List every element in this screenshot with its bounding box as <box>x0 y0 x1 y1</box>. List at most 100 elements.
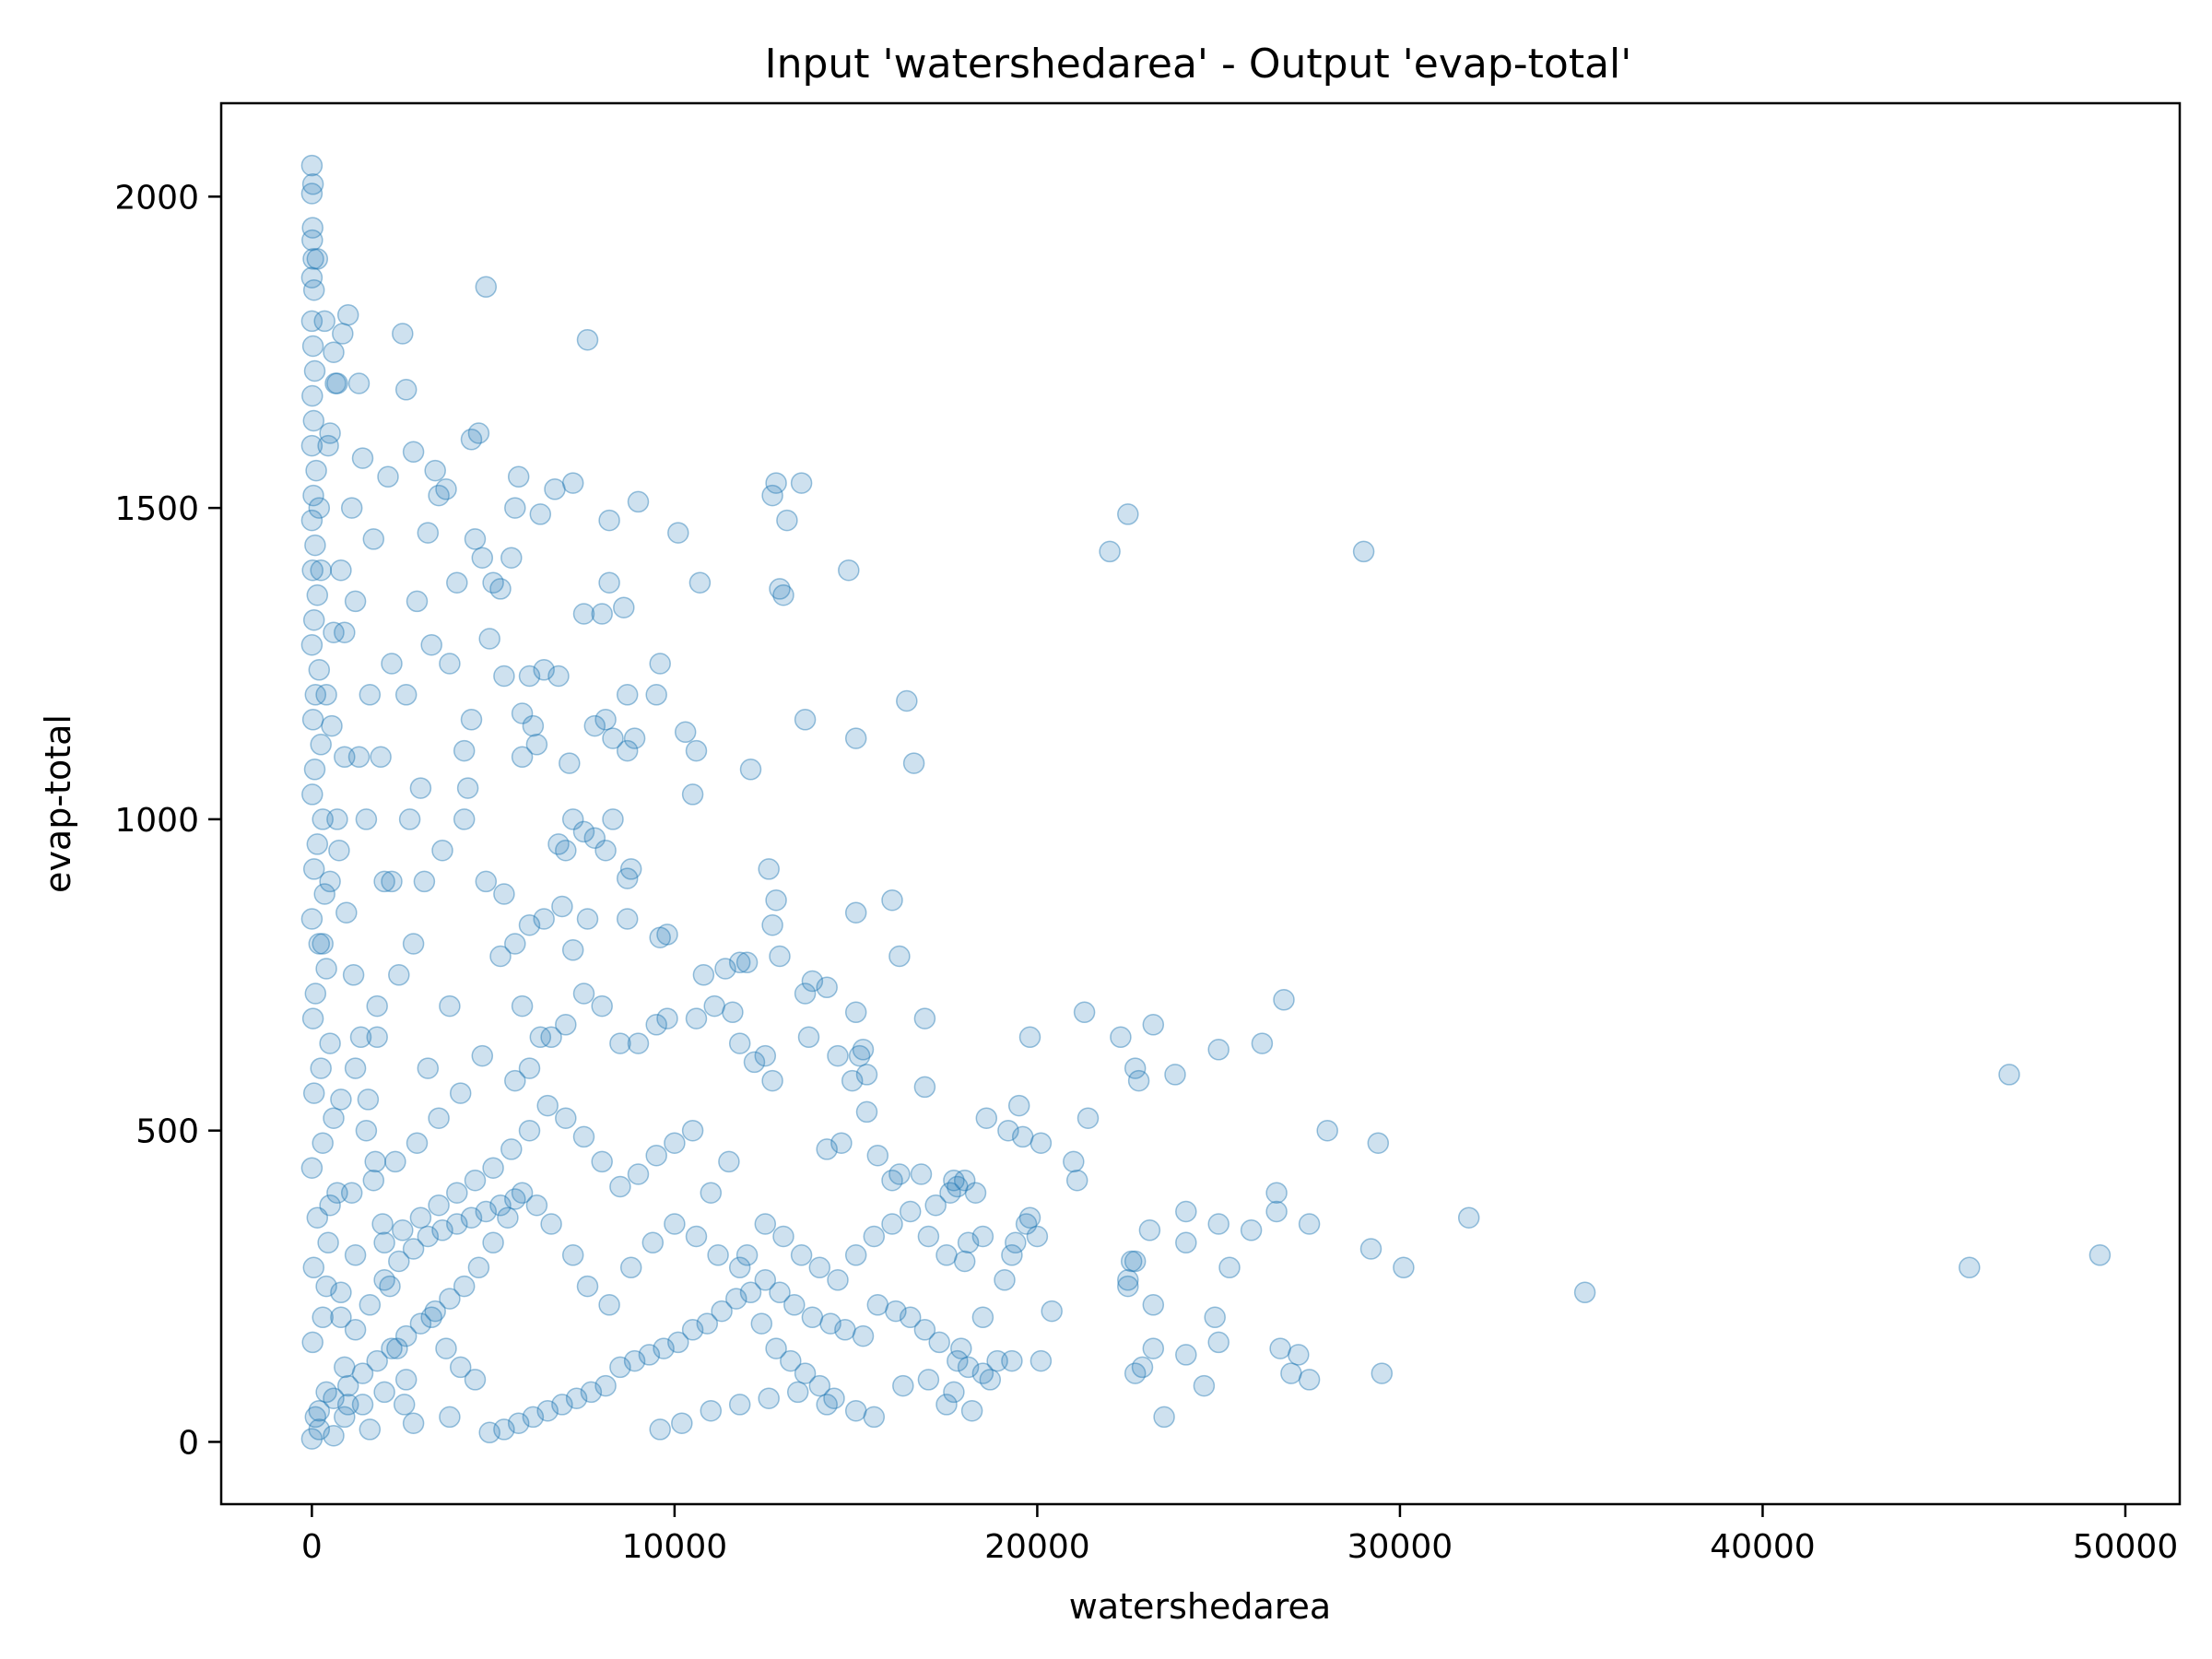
data-point <box>935 1244 958 1266</box>
data-point <box>302 858 325 880</box>
data-point <box>964 1182 987 1204</box>
data-point <box>801 1306 824 1329</box>
data-point <box>703 994 725 1018</box>
data-point <box>1175 1344 1197 1366</box>
data-point <box>467 422 490 444</box>
data-point <box>402 933 425 955</box>
data-point <box>1124 1057 1147 1079</box>
data-point <box>301 559 324 582</box>
data-point <box>780 1349 802 1372</box>
data-point <box>511 994 534 1018</box>
data-point <box>1298 1369 1321 1391</box>
data-point <box>551 1394 573 1416</box>
data-point <box>598 509 620 532</box>
data-point <box>1251 1032 1274 1054</box>
data-point <box>1265 1200 1288 1223</box>
data-point <box>899 1306 922 1329</box>
data-point <box>334 746 356 769</box>
data-point <box>306 1206 329 1229</box>
data-point <box>598 1294 620 1316</box>
chart-title: Input 'watershedarea' - Output 'evap-tot… <box>765 41 1632 88</box>
data-point <box>300 182 324 205</box>
data-point <box>598 571 620 594</box>
data-point <box>1142 1014 1165 1036</box>
data-point <box>497 1206 519 1229</box>
data-point <box>700 1182 723 1204</box>
data-point <box>449 1356 472 1379</box>
x-tick-label: 20000 <box>984 1528 1090 1566</box>
data-point <box>306 583 329 606</box>
data-point <box>453 808 476 830</box>
data-point <box>313 883 335 905</box>
data-point <box>435 1337 457 1359</box>
data-point <box>939 1182 961 1204</box>
data-point <box>761 484 783 507</box>
data-point <box>340 497 363 519</box>
data-point <box>594 1374 617 1397</box>
data-point <box>576 908 599 930</box>
data-point <box>664 1213 686 1235</box>
data-point <box>344 1244 367 1266</box>
data-point <box>1218 1256 1241 1279</box>
data-point <box>728 1394 751 1416</box>
data-point <box>489 578 512 600</box>
data-point <box>957 1231 980 1254</box>
data-point <box>852 1039 875 1061</box>
data-point <box>420 1306 442 1329</box>
data-point <box>413 870 436 893</box>
data-point <box>482 1231 504 1254</box>
data-point <box>1117 503 1139 525</box>
data-point <box>852 1324 875 1347</box>
data-point <box>334 1406 356 1429</box>
data-point <box>308 659 331 681</box>
data-point <box>776 509 798 532</box>
data-point <box>924 1194 947 1217</box>
data-point <box>943 1169 965 1192</box>
data-point <box>306 833 329 855</box>
data-point <box>830 1132 853 1154</box>
data-point <box>373 1381 395 1404</box>
data-point <box>500 547 523 569</box>
data-point <box>529 503 552 525</box>
data-point <box>355 808 378 830</box>
data-point <box>994 1269 1016 1291</box>
data-point <box>394 684 418 706</box>
data-point <box>881 888 903 912</box>
data-point <box>540 1026 562 1049</box>
data-point <box>794 709 817 731</box>
data-point <box>493 665 515 688</box>
data-point <box>816 1394 838 1416</box>
data-point <box>446 1213 468 1235</box>
data-point <box>507 1412 530 1434</box>
data-point <box>362 1169 385 1192</box>
data-point <box>1164 1064 1186 1086</box>
data-point <box>409 1206 432 1229</box>
data-point <box>728 1032 751 1054</box>
data-point <box>328 839 350 862</box>
data-point <box>979 1369 1002 1391</box>
data-point <box>301 173 324 195</box>
data-point <box>373 1269 395 1291</box>
data-point <box>565 1387 588 1409</box>
data-point <box>572 820 595 843</box>
data-point <box>1073 1001 1096 1024</box>
data-point <box>435 478 457 500</box>
data-point <box>300 1428 324 1450</box>
data-point <box>300 434 324 457</box>
data-point <box>971 1306 994 1329</box>
data-point <box>627 490 650 513</box>
y-tick-label: 2000 <box>114 179 199 217</box>
data-point <box>301 1331 324 1354</box>
data-point <box>330 1088 352 1111</box>
data-point <box>547 665 570 688</box>
data-point <box>1030 1132 1053 1154</box>
data-point <box>555 1107 577 1129</box>
data-point <box>1015 1213 1038 1235</box>
data-point <box>478 1421 500 1444</box>
data-point <box>359 1418 382 1441</box>
data-point <box>446 571 468 594</box>
data-point <box>366 1026 388 1049</box>
data-point <box>340 1182 363 1204</box>
data-point <box>572 982 595 1005</box>
data-point <box>504 1188 526 1210</box>
